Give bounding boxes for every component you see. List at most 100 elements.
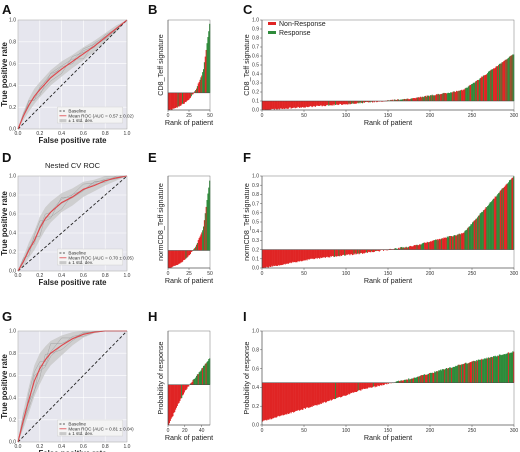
waterfall-bar <box>383 382 385 385</box>
x-tick-label: 20 <box>182 428 188 434</box>
waterfall-bar <box>460 90 462 101</box>
waterfall-bar <box>262 101 264 110</box>
waterfall-bar <box>432 95 434 101</box>
waterfall-bar <box>472 82 474 101</box>
waterfall-bar <box>460 234 462 250</box>
waterfall-bar <box>191 250 193 252</box>
waterfall-bar <box>306 249 308 261</box>
waterfall-bar <box>444 93 446 101</box>
waterfall-bar <box>403 247 406 250</box>
x-axis-label: Rank of patient <box>364 276 412 285</box>
waterfall-bar <box>320 382 322 404</box>
y-tick-label: 0.6 <box>9 373 16 379</box>
waterfall-bar <box>435 95 437 101</box>
waterfall-bar <box>205 206 207 251</box>
waterfall-bar <box>281 382 283 416</box>
y-axis-label: normCD8_Teff signature <box>156 183 165 261</box>
waterfall-bar <box>483 358 485 383</box>
waterfall-bar <box>288 101 290 109</box>
waterfall-bar <box>493 68 495 101</box>
waterfall-bar <box>503 61 505 101</box>
waterfall-bar <box>472 221 474 250</box>
waterfall-bar <box>353 249 355 254</box>
waterfall-bar <box>425 96 427 101</box>
waterfall-bar <box>435 239 437 250</box>
waterfall-bar <box>500 189 502 250</box>
rank-panel-i: I 0 50 100 150 200 250 300 0.0 0.2 0.4 0.6 0.8 1.0 Ran… <box>242 309 518 442</box>
waterfall-bar <box>168 384 170 425</box>
waterfall-bar <box>192 92 194 95</box>
y-tick-label: 0.2 <box>252 90 259 96</box>
waterfall-bar <box>382 382 385 386</box>
waterfall-bar <box>338 101 340 105</box>
waterfall-bar <box>196 86 199 93</box>
waterfall-bar <box>201 368 203 385</box>
waterfall-bar <box>466 87 469 101</box>
waterfall-bar <box>203 69 205 93</box>
waterfall-bar <box>335 249 337 256</box>
waterfall-bar <box>498 193 500 250</box>
waterfall-bar <box>473 83 475 101</box>
waterfall-bar <box>379 382 381 386</box>
waterfall-bar <box>196 88 198 93</box>
y-tick-label: 1.0 <box>9 18 16 24</box>
waterfall-bar <box>406 98 408 101</box>
waterfall-bar <box>487 205 490 250</box>
waterfall-bar <box>462 363 464 383</box>
waterfall-bar <box>270 101 272 110</box>
waterfall-bar <box>324 101 326 107</box>
waterfall-bar <box>487 73 489 101</box>
waterfall-bar <box>202 367 204 385</box>
waterfall-bar <box>281 249 283 265</box>
waterfall-bar <box>439 370 441 383</box>
waterfall-bar <box>325 101 327 106</box>
waterfall-bar <box>194 247 196 251</box>
waterfall-bar <box>329 101 331 106</box>
waterfall-bar <box>448 236 450 250</box>
waterfall-bar <box>498 64 500 101</box>
waterfall-bar <box>282 249 284 265</box>
waterfall-bar <box>299 101 301 108</box>
waterfall-bar <box>277 101 279 110</box>
waterfall-bar <box>424 242 426 250</box>
y-tick-label: 0.8 <box>252 36 259 42</box>
waterfall-bar <box>185 250 187 259</box>
waterfall-bar <box>264 382 266 421</box>
waterfall-bar <box>428 242 430 250</box>
legend-entry: Non-Response <box>279 21 326 28</box>
waterfall-bar <box>478 79 480 101</box>
waterfall-bar <box>348 382 350 395</box>
waterfall-bar <box>182 92 185 104</box>
waterfall-bar <box>290 249 292 264</box>
waterfall-bar <box>171 384 173 418</box>
waterfall-bar <box>426 241 428 250</box>
waterfall-bar <box>480 212 482 250</box>
waterfall-bar <box>324 249 326 258</box>
waterfall-bar <box>273 249 275 267</box>
waterfall-bar <box>351 101 353 104</box>
waterfall-bar <box>508 353 511 383</box>
waterfall-bar <box>194 91 196 93</box>
waterfall-bar <box>410 98 412 101</box>
waterfall-bar <box>498 354 500 383</box>
waterfall-bar <box>416 244 418 250</box>
waterfall-bar <box>477 360 479 383</box>
waterfall-bar <box>343 101 345 105</box>
waterfall-bar <box>495 356 497 383</box>
waterfall-bar <box>438 370 440 383</box>
waterfall-bar <box>423 374 425 383</box>
waterfall-bar <box>459 233 461 250</box>
rank-panel-c: C 0 50 100 150 200 250 300 0.0 0.1 0.2 0.3 0.4 0.5 0.6… <box>242 2 518 127</box>
waterfall-bar <box>507 352 509 383</box>
waterfall-bar <box>489 202 491 250</box>
waterfall-bar <box>461 364 464 383</box>
waterfall-bar <box>302 382 304 410</box>
waterfall-bar <box>409 379 411 383</box>
waterfall-bar <box>298 249 301 262</box>
waterfall-bar <box>362 101 364 103</box>
waterfall-bar <box>339 249 341 257</box>
panel-label: G <box>2 309 12 324</box>
waterfall-bar <box>454 366 456 383</box>
waterfall-bar <box>370 382 372 388</box>
waterfall-bar <box>476 80 478 101</box>
